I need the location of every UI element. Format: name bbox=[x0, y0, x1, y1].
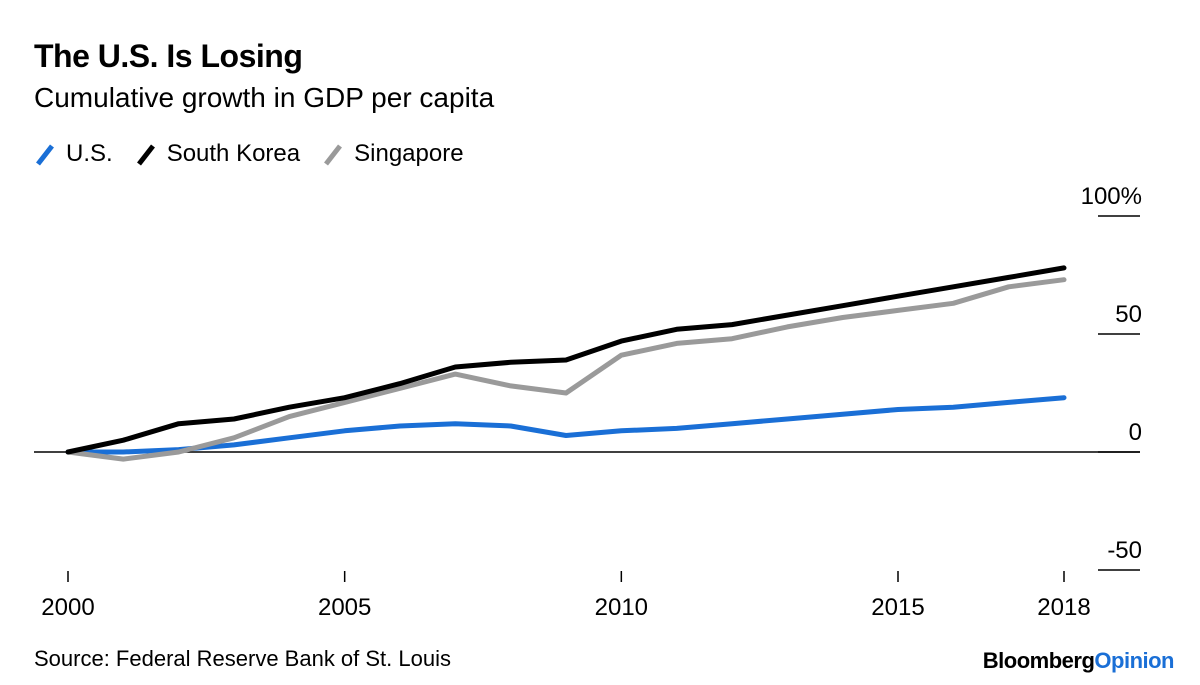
legend-swatch-us-line bbox=[36, 144, 54, 166]
brand-logo-part2: Opinion bbox=[1094, 648, 1174, 673]
legend-swatch-singapore bbox=[324, 144, 343, 166]
series-lines bbox=[65, 265, 1067, 462]
y-tick-label-50: 50 bbox=[1115, 301, 1142, 328]
legend-item-singapore: Singapore bbox=[322, 140, 464, 168]
series-line-south-korea bbox=[65, 265, 1067, 455]
x-axis: 2000 2005 2010 2015 2018 bbox=[41, 571, 1091, 621]
y-axis: 100% 50 0 -50 bbox=[34, 183, 1142, 571]
series-line-u-s bbox=[65, 395, 1067, 455]
x-tick-label-2005: 2005 bbox=[318, 594, 371, 621]
brand-logo-part1: Bloomberg bbox=[982, 648, 1095, 673]
x-tick-label-2018: 2018 bbox=[1037, 594, 1090, 621]
y-tick-label-neg50: -50 bbox=[1107, 537, 1142, 564]
x-tick-label-2000: 2000 bbox=[41, 594, 94, 621]
brand-logo: BloombergOpinion bbox=[982, 648, 1175, 674]
x-tick-label-2015: 2015 bbox=[871, 594, 924, 621]
legend-swatch-south-korea-line bbox=[136, 144, 155, 166]
series-line-singapore bbox=[65, 277, 1067, 462]
chart-subtitle: Cumulative growth in GDP per capita bbox=[34, 82, 495, 113]
source-note: Source: Federal Reserve Bank of St. Loui… bbox=[34, 646, 451, 671]
legend-label-south-korea: South Korea bbox=[166, 140, 301, 167]
chart-title: The U.S. Is Losing bbox=[34, 38, 303, 74]
legend-item-us: U.S. bbox=[34, 140, 113, 168]
y-tick-label-0: 0 bbox=[1129, 419, 1142, 446]
legend-swatch-south-korea bbox=[136, 144, 155, 166]
x-tick-label-2010: 2010 bbox=[595, 594, 648, 621]
y-tick-label-100: 100% bbox=[1081, 183, 1142, 210]
legend-label-us: U.S. bbox=[66, 140, 113, 167]
legend-item-south-korea: South Korea bbox=[135, 140, 300, 168]
legend-swatch-us bbox=[36, 144, 54, 166]
chart-legend: U.S. South Korea Singapore bbox=[34, 140, 486, 168]
legend-swatch-singapore-line bbox=[324, 144, 343, 166]
legend-label-singapore: Singapore bbox=[354, 140, 464, 167]
